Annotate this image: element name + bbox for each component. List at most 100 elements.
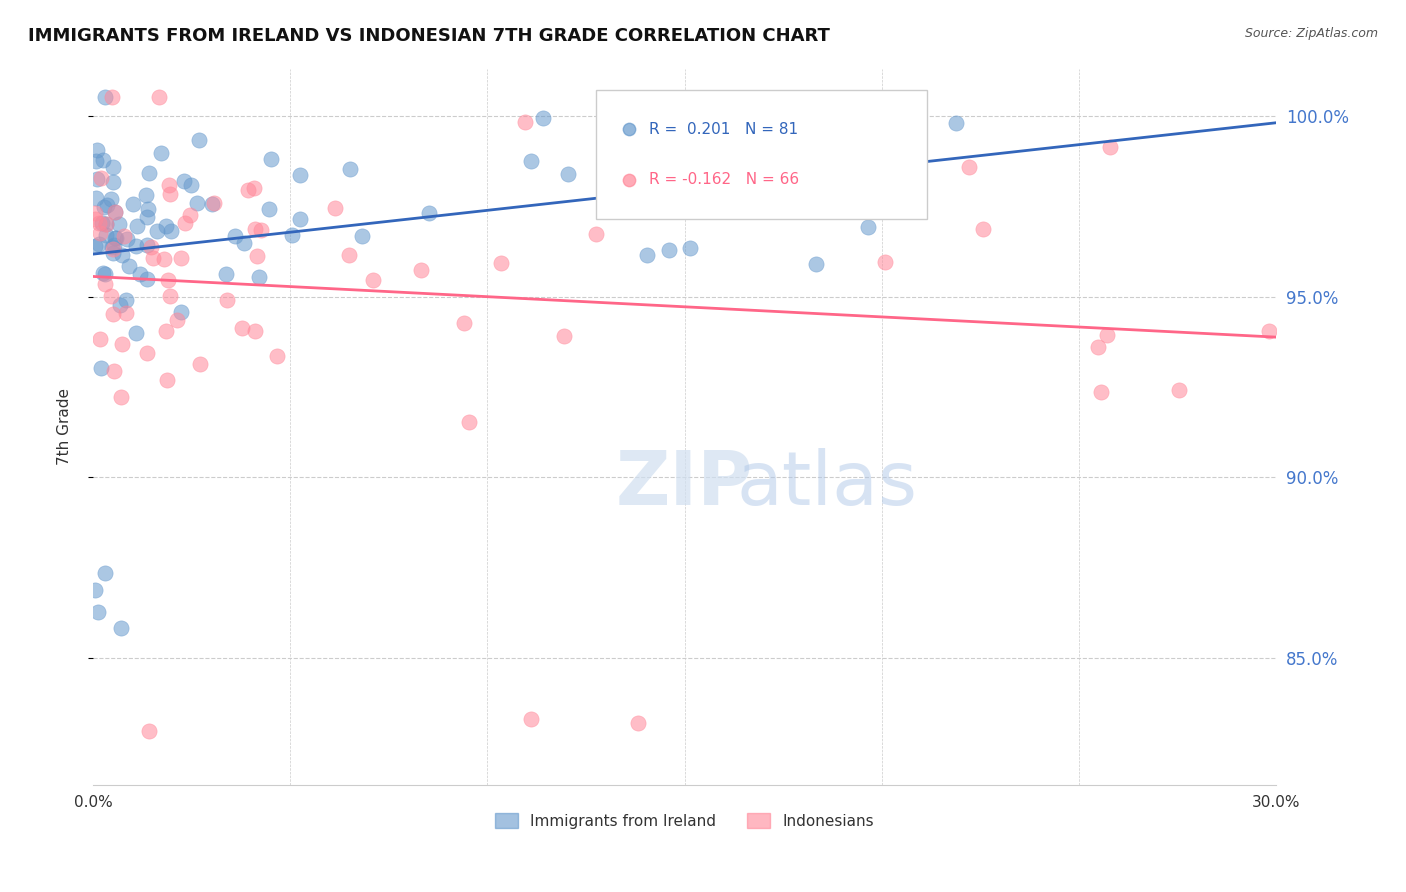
Point — [101, 90, 124, 104]
Point — [117, 232, 139, 246]
Point — [101, 242, 124, 256]
Legend: Immigrants from Ireland, Indonesians: Immigrants from Ireland, Indonesians — [489, 806, 880, 835]
Point — [84, 154, 107, 169]
Point — [156, 273, 179, 287]
Point — [101, 175, 124, 189]
Point — [155, 324, 177, 338]
Point — [627, 716, 650, 731]
Point — [173, 174, 195, 188]
Point — [1090, 384, 1112, 399]
Point — [157, 178, 180, 192]
Point — [159, 288, 181, 302]
Point — [96, 198, 118, 212]
Point — [93, 200, 115, 214]
Point — [111, 337, 134, 351]
Point — [246, 249, 269, 263]
Text: ZIP: ZIP — [616, 448, 754, 521]
Point — [84, 206, 107, 220]
Point — [186, 195, 208, 210]
Point — [84, 191, 107, 205]
Point — [94, 90, 117, 104]
Point — [114, 306, 136, 320]
Point — [84, 212, 107, 227]
Point — [232, 236, 254, 251]
Point — [100, 192, 122, 206]
Text: IMMIGRANTS FROM IRELAND VS INDONESIAN 7TH GRADE CORRELATION CHART: IMMIGRANTS FROM IRELAND VS INDONESIAN 7T… — [28, 27, 830, 45]
Point — [104, 205, 127, 219]
Point — [170, 251, 193, 265]
Point — [84, 238, 107, 252]
Point — [957, 161, 980, 175]
Point — [1087, 341, 1109, 355]
Point — [457, 415, 479, 429]
Point — [160, 225, 183, 239]
Point — [115, 293, 138, 308]
Point — [125, 326, 148, 340]
Point — [108, 217, 131, 231]
Point — [557, 168, 579, 182]
Point — [257, 202, 280, 217]
Point — [418, 206, 440, 220]
Point — [108, 297, 131, 311]
Point — [201, 197, 224, 211]
Point — [94, 566, 117, 580]
Point — [877, 116, 900, 130]
Point — [361, 273, 384, 287]
Point — [89, 216, 111, 230]
Point — [224, 228, 246, 243]
Point — [260, 152, 283, 166]
Point — [1167, 384, 1189, 398]
Point — [202, 196, 225, 211]
Point — [122, 197, 145, 211]
Point — [135, 210, 157, 224]
Point — [806, 257, 828, 271]
Point — [103, 364, 125, 378]
Point — [103, 238, 125, 252]
Point — [101, 307, 124, 321]
Point — [128, 267, 150, 281]
Point — [513, 115, 536, 129]
Point — [281, 227, 304, 242]
Point — [111, 247, 134, 261]
Point — [972, 222, 994, 236]
Text: Source: ZipAtlas.com: Source: ZipAtlas.com — [1244, 27, 1378, 40]
Point — [104, 205, 127, 219]
Point — [150, 146, 173, 161]
Point — [678, 241, 700, 255]
Point — [94, 217, 117, 231]
Point — [215, 267, 238, 281]
Point — [86, 143, 108, 157]
Point — [179, 207, 201, 221]
Point — [148, 90, 170, 104]
Point — [86, 171, 108, 186]
Point — [103, 160, 125, 174]
Point — [139, 240, 162, 254]
Point — [110, 621, 132, 635]
Point — [887, 151, 910, 165]
Point — [180, 178, 202, 192]
Point — [945, 115, 967, 129]
Point — [658, 243, 681, 257]
Point — [217, 293, 239, 307]
Point — [1099, 140, 1122, 154]
Text: R = -0.162   N = 66: R = -0.162 N = 66 — [650, 172, 799, 187]
Point — [531, 111, 554, 125]
Point — [243, 324, 266, 338]
Point — [1258, 324, 1281, 338]
Point — [553, 329, 575, 343]
Point — [125, 219, 148, 234]
Point — [96, 228, 118, 243]
Point — [245, 222, 267, 236]
Point — [136, 237, 159, 252]
Point — [174, 216, 197, 230]
Point — [453, 316, 475, 330]
Point — [84, 583, 107, 598]
Point — [135, 345, 157, 359]
Point — [138, 723, 160, 738]
Point — [489, 256, 512, 270]
Point — [91, 266, 114, 280]
Point — [247, 270, 270, 285]
Point — [411, 263, 433, 277]
Point — [91, 153, 114, 167]
Point — [103, 230, 125, 244]
